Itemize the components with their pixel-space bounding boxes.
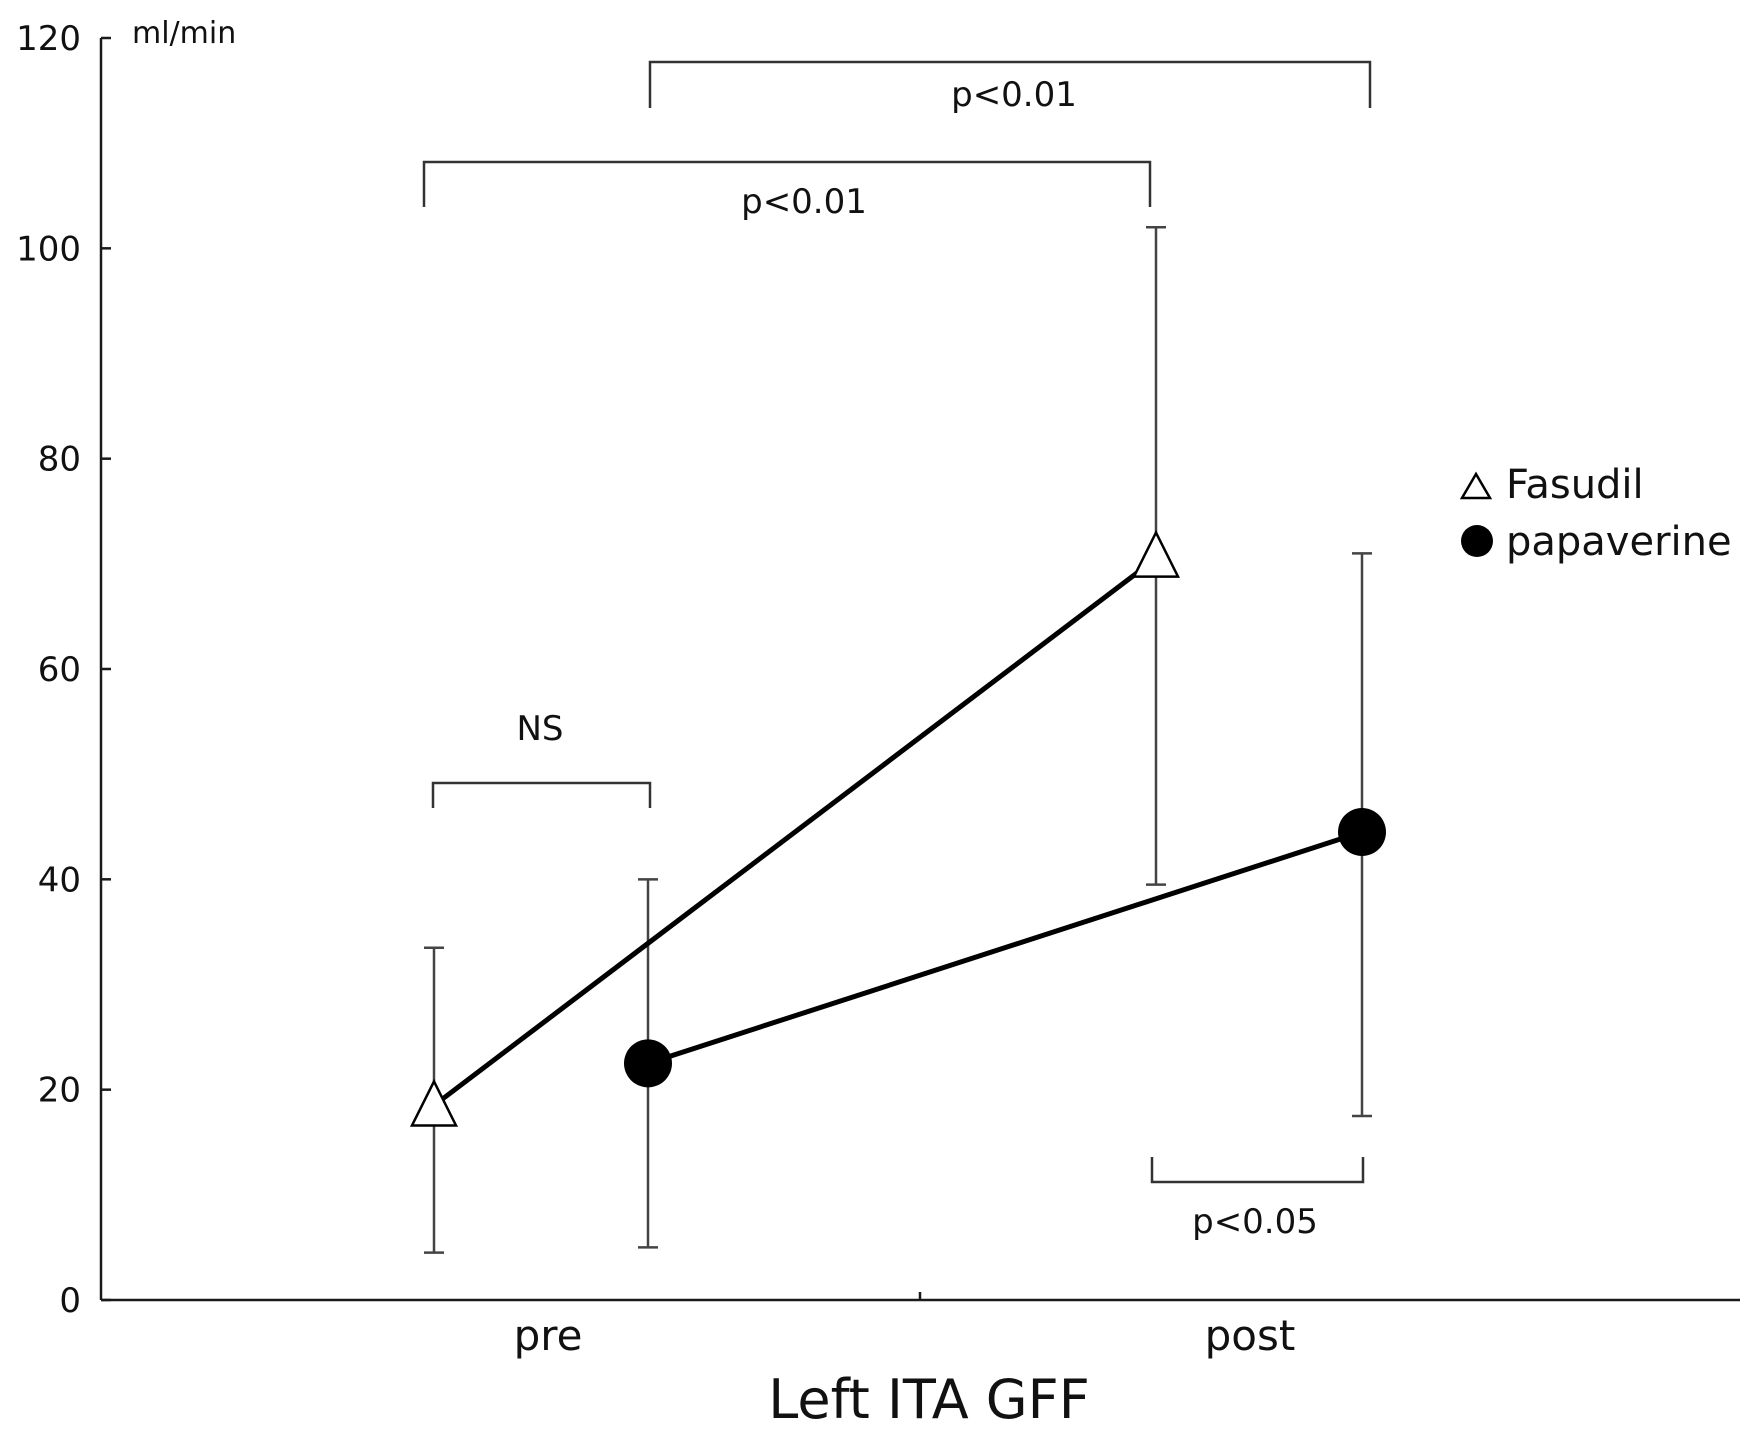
y-tick-label: 40	[38, 860, 81, 900]
y-ticks: 0 20 40 60 80 100 120	[16, 19, 111, 1321]
legend-label-fasudil: Fasudil	[1506, 462, 1644, 508]
x-category-post: post	[1205, 1311, 1296, 1360]
y-tick-label: 60	[38, 650, 81, 690]
annotation-p-fasudil: p<0.01	[741, 182, 867, 222]
legend-label-papaverine: papaverine	[1506, 519, 1732, 565]
point-fasudil-post	[1131, 529, 1181, 578]
bracket-post-compare	[1150, 1157, 1365, 1184]
bracket-fasudil-pre-post	[422, 160, 1152, 207]
y-tick-label: 20	[38, 1071, 81, 1111]
y-unit-label: ml/min	[132, 16, 236, 51]
point-papaverine-post	[1338, 808, 1386, 857]
point-papaverine-pre	[624, 1039, 672, 1088]
annotation-p-post: p<0.05	[1192, 1202, 1318, 1242]
error-bars	[424, 226, 1372, 1254]
y-tick-label: 120	[16, 19, 81, 59]
legend-circle-icon	[1461, 525, 1493, 557]
y-tick-label: 0	[59, 1281, 81, 1321]
series-line-papaverine	[647, 829, 1363, 1066]
legend-triangle-icon	[1459, 471, 1493, 500]
legend: Fasudil papaverine	[1459, 462, 1732, 565]
y-tick-label: 100	[16, 229, 81, 269]
x-axis-title: Left ITA GFF	[768, 1368, 1090, 1431]
y-tick-label: 80	[38, 440, 81, 480]
significance-brackets: p<0.01 p<0.01 NS p<0.05	[422, 60, 1372, 1242]
bracket-papaverine-pre-post	[648, 60, 1372, 108]
annotation-p-papaverine: p<0.01	[951, 75, 1077, 115]
series-line-fasudil	[432, 556, 1158, 1108]
point-fasudil-pre	[409, 1078, 459, 1127]
x-category-pre: pre	[514, 1311, 583, 1360]
bracket-ns-pre	[431, 781, 652, 808]
annotation-ns: NS	[516, 709, 563, 749]
